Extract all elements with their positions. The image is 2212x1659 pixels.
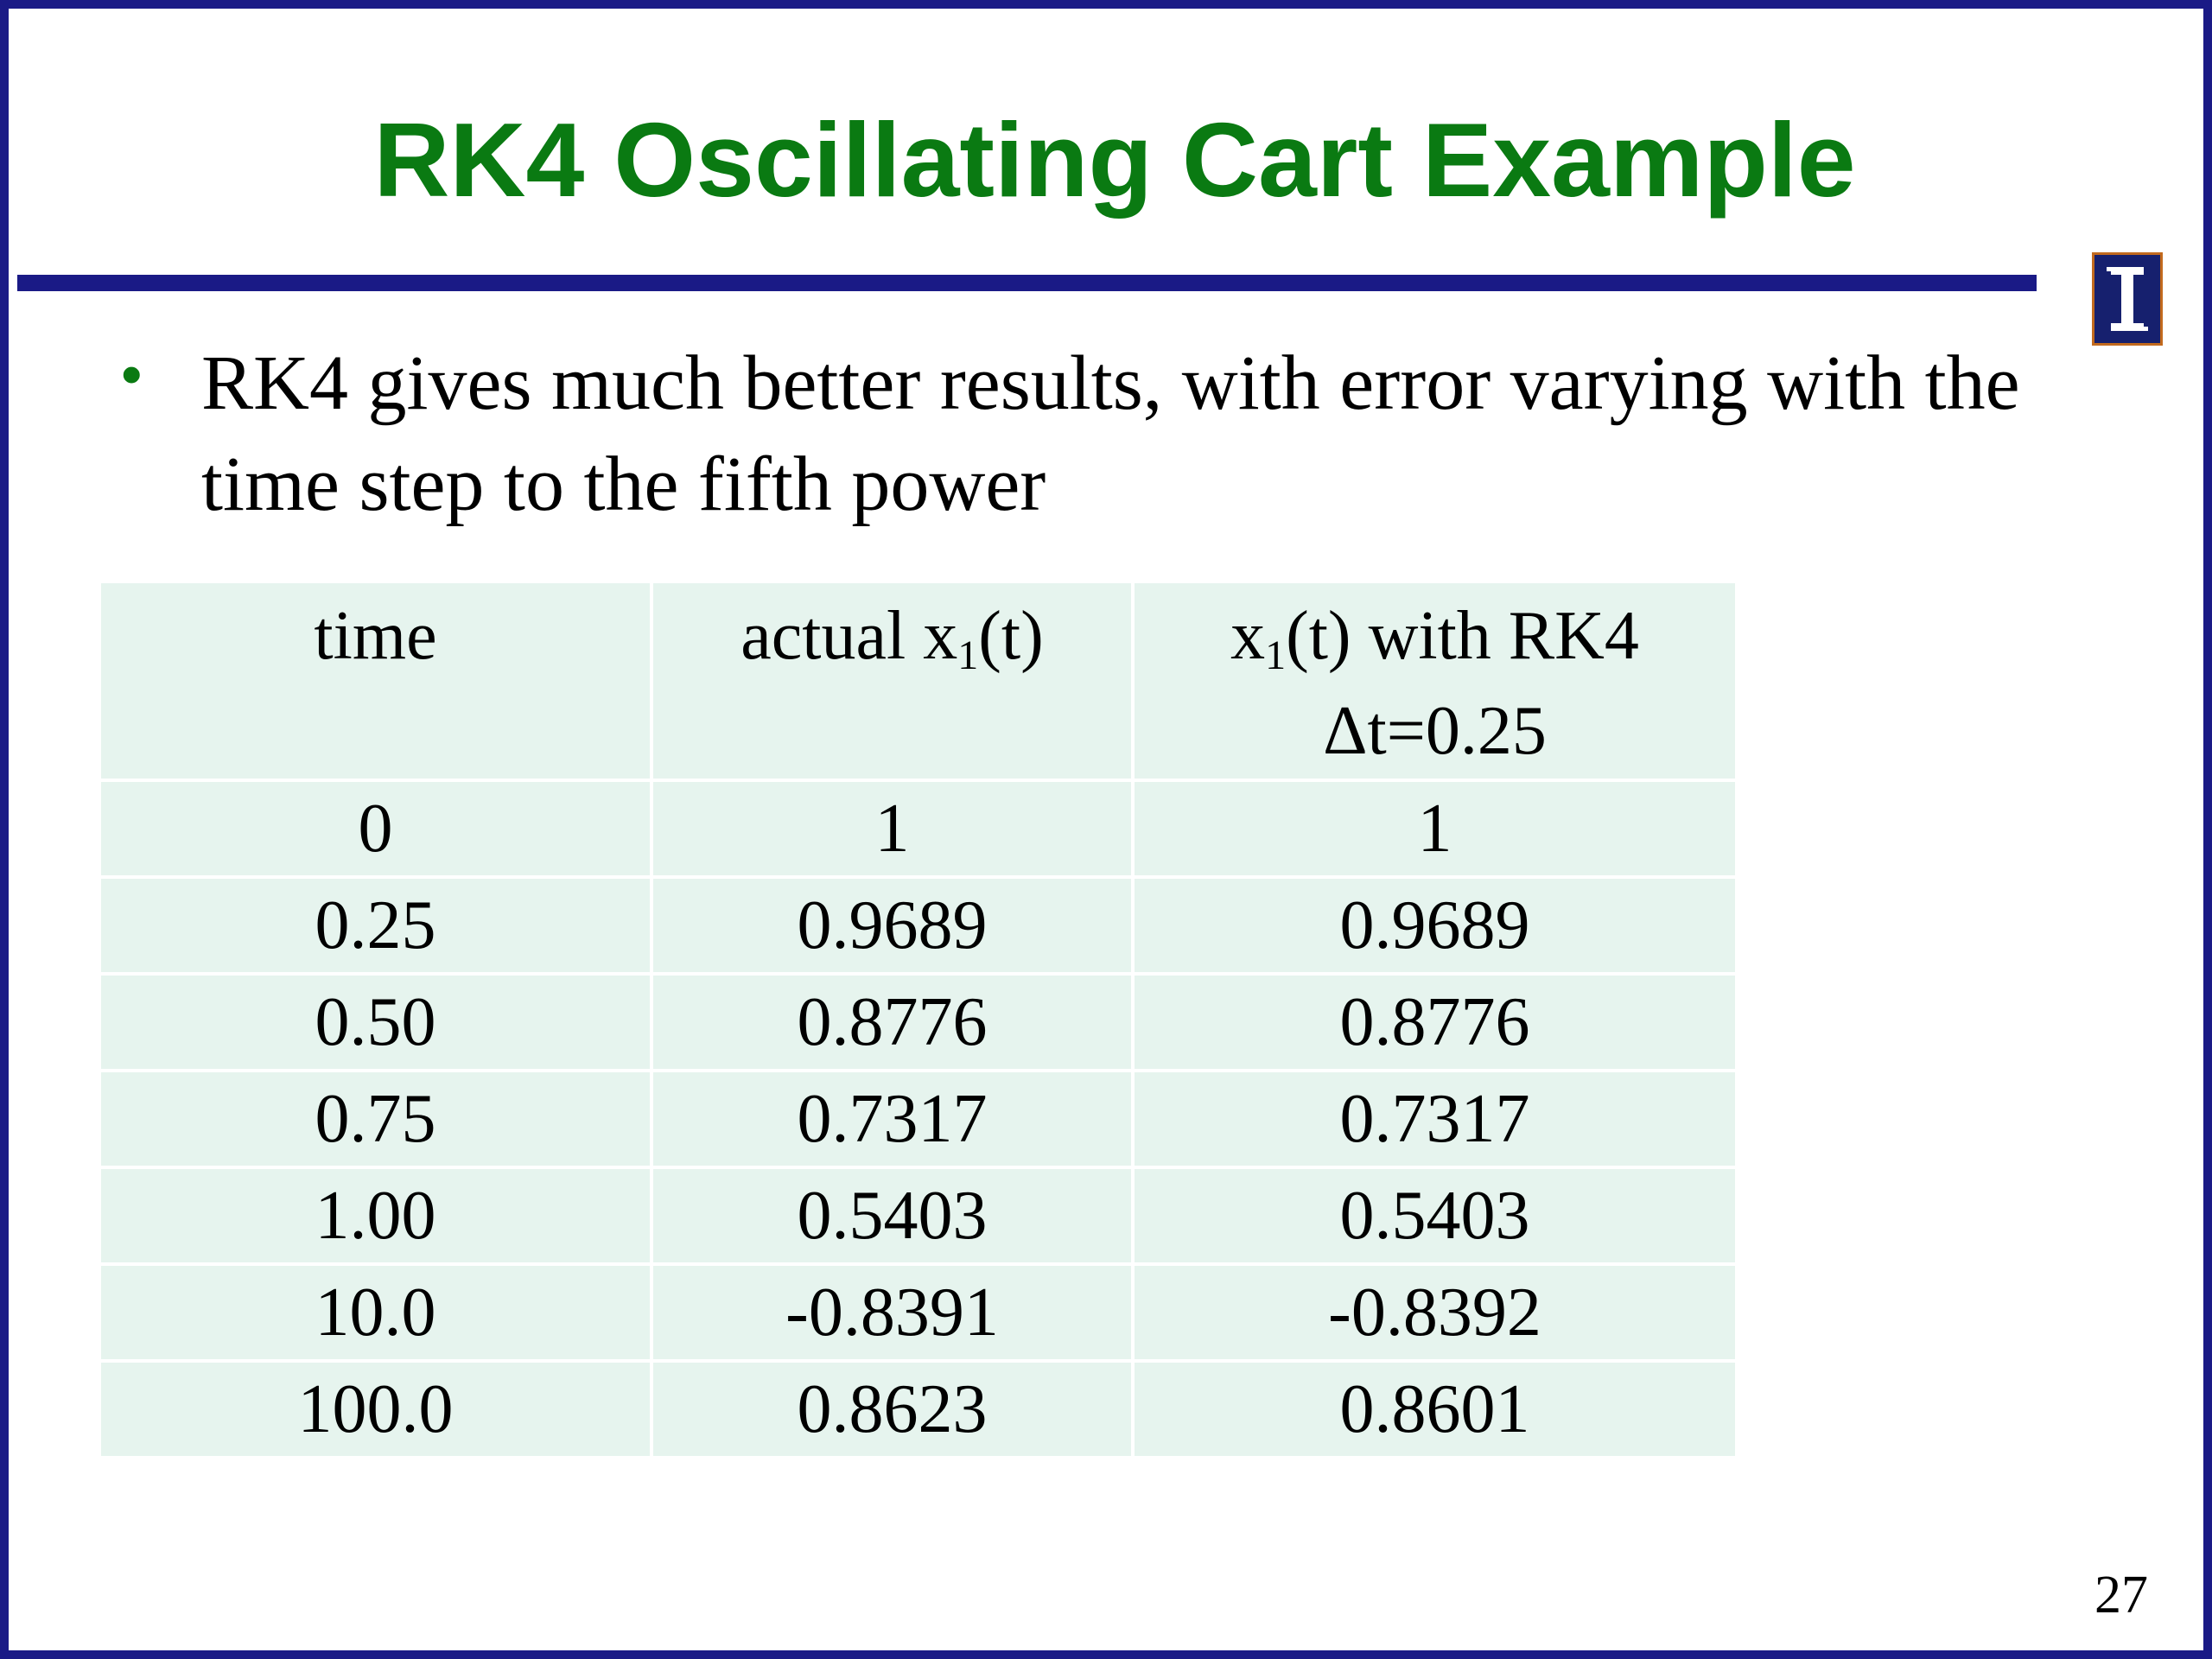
table-cell-actual: 1: [650, 779, 1135, 879]
title-divider: [17, 275, 2037, 291]
table-row: 1.00 0.5403 0.5403: [98, 1166, 1738, 1266]
table-cell-time: 0.75: [98, 1069, 653, 1169]
table-cell-time: 100.0: [98, 1359, 653, 1459]
university-logo-icon: [2092, 252, 2163, 346]
table-row: 0.25 0.9689 0.9689: [98, 875, 1738, 976]
table-row: 0.50 0.8776 0.8776: [98, 972, 1738, 1072]
header-actual: actual x1(t): [650, 580, 1135, 782]
table-cell-actual: 0.8776: [650, 972, 1135, 1072]
table-cell-actual: 0.8623: [650, 1359, 1135, 1459]
table-cell-actual: -0.8391: [650, 1262, 1135, 1363]
header-time-label: time: [314, 598, 437, 674]
table-cell-rk4: 0.7317: [1131, 1069, 1738, 1169]
table-cell-rk4: 0.9689: [1131, 875, 1738, 976]
bullet-text: RK4 gives much better results, with erro…: [201, 340, 2020, 527]
table-cell-time: 10.0: [98, 1262, 653, 1363]
table-cell-rk4: -0.8392: [1131, 1262, 1738, 1363]
slide-title: RK4 Oscillating Cart Example: [373, 101, 1856, 219]
table-cell-time: 0.25: [98, 875, 653, 976]
header-rk4: x1(t) with RK4 Δt=0.25: [1131, 580, 1738, 782]
bullet-marker: •: [121, 340, 143, 408]
table-cell-time: 0.50: [98, 972, 653, 1072]
table-cell-rk4: 0.8601: [1131, 1359, 1738, 1459]
header-actual-suffix: (t): [978, 598, 1044, 674]
header-rk4-prefix: x: [1230, 598, 1266, 674]
header-rk4-suffix: (t) with RK4: [1286, 598, 1639, 674]
table-row: 0.75 0.7317 0.7317: [98, 1069, 1738, 1169]
header-rk4-subscript: 1: [1265, 632, 1287, 678]
table-row: 10.0 -0.8391 -0.8392: [98, 1262, 1738, 1363]
table-header-row: time actual x1(t) x1(t) with RK4 Δt=0.25: [98, 580, 1738, 782]
table-cell-rk4: 1: [1131, 779, 1738, 879]
header-time: time: [98, 580, 653, 782]
table-cell-actual: 0.5403: [650, 1166, 1135, 1266]
results-table: time actual x1(t) x1(t) with RK4 Δt=0.25…: [98, 580, 1738, 1459]
table-cell-rk4: 0.8776: [1131, 972, 1738, 1072]
table-row: 100.0 0.8623 0.8601: [98, 1359, 1738, 1459]
header-rk4-step: Δt=0.25: [1323, 693, 1547, 769]
table-cell-actual: 0.7317: [650, 1069, 1135, 1169]
logo-block-i-icon: [2107, 267, 2148, 331]
table-cell-time: 1.00: [98, 1166, 653, 1266]
header-actual-prefix: actual x: [741, 598, 958, 674]
page-number: 27: [2094, 1566, 2148, 1624]
table-cell-rk4: 0.5403: [1131, 1166, 1738, 1266]
header-actual-subscript: 1: [957, 632, 979, 678]
table-cell-time: 0: [98, 779, 653, 879]
table-cell-actual: 0.9689: [650, 875, 1135, 976]
